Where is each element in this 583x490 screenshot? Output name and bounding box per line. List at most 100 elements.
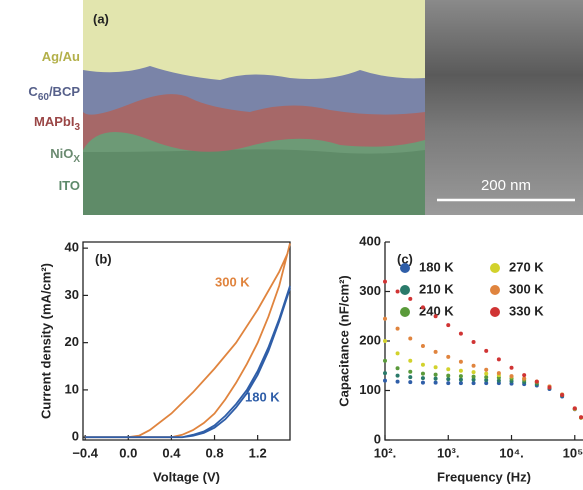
panel-label: (b) [95,251,112,266]
point [446,367,451,372]
point [458,368,463,373]
legend-marker [490,285,500,295]
legend-label: 240 K [419,303,454,318]
point [484,371,489,376]
point [408,336,413,341]
y-axis-label: Current density (mA/cm²) [38,263,53,419]
y-tick-label: 400 [359,233,381,248]
point [496,371,501,376]
point [484,375,489,380]
layer-label: C60/BCP [28,84,80,102]
point [408,380,413,385]
point [395,351,400,356]
point [547,385,552,390]
x-tick-label: 10⁴. [499,445,524,460]
point [458,381,463,386]
point [446,377,451,382]
point [420,305,425,310]
point [383,371,387,376]
y-tick-label: 300 [359,283,381,298]
point [433,314,438,319]
point [496,378,501,383]
x-tick-label: 10³. [437,445,459,460]
point [560,392,565,397]
point [458,331,463,336]
layer-label: NiOX [50,146,80,164]
series-label: 180 K [245,389,280,404]
point [383,316,387,321]
point [522,376,527,381]
point [420,371,425,376]
legend-label: 300 K [509,281,544,296]
point [433,372,438,377]
point [383,279,387,284]
point [471,363,476,368]
legend-label: 180 K [419,259,454,274]
point [383,339,387,343]
legend-marker [490,307,500,317]
panel-label: (a) [93,11,109,26]
y-tick-label: 20 [65,334,79,349]
axis-frame [82,241,291,441]
y-axis-label: Capacitance (nF/cm²) [336,275,351,406]
layer-subscript: 60 [38,92,50,103]
point [383,378,387,383]
y-tick-label: 200 [359,332,381,347]
x-tick-label: 10². [374,445,396,460]
point [420,380,425,385]
layer-rest: /BCP [49,84,80,99]
point [446,354,451,359]
point [395,289,400,294]
layer-label: MAPbI3 [34,114,80,132]
legend-label: 270 K [509,259,544,274]
point [446,373,451,378]
point [433,380,438,385]
legend-marker [490,263,500,273]
y-tick-label: 10 [65,381,79,396]
point [408,358,413,363]
series-label: 300 K [215,274,250,289]
x-tick-label: 10⁵. [563,445,583,460]
point [395,373,400,378]
axis-frame [384,242,583,441]
point [484,378,489,383]
layer-label: Ag/Au [42,49,80,64]
x-tick-label: −0.4 [72,445,98,460]
point [471,377,476,382]
point [496,357,501,362]
layer-name: MAPbI [34,114,74,129]
y-tick-label: 0 [72,429,79,444]
point [471,370,476,375]
point [522,373,527,378]
legend-marker [400,285,410,295]
sem-image [83,0,583,215]
point [579,415,583,420]
layer-name: Ag/Au [42,49,80,64]
panel-label: (c) [397,251,413,266]
layer-name: ITO [59,178,80,193]
legend-marker [400,263,410,273]
point [433,349,438,354]
point [395,326,400,331]
y-tick-label: 100 [359,382,381,397]
y-tick-label: 40 [65,240,79,255]
point [484,348,489,353]
layer-name: NiO [50,146,73,161]
point [433,365,438,370]
point [446,323,451,328]
y-tick-label: 0 [374,431,381,446]
curve [85,285,291,439]
point [509,374,514,379]
point [572,406,577,411]
point [471,339,476,344]
x-tick-label: 0.4 [162,445,181,460]
point [458,359,463,364]
scale-bar-label: 200 nm [481,177,531,194]
point [471,381,476,386]
point [433,376,438,381]
curve [85,243,291,439]
point [408,369,413,374]
layer-subscript: 3 [74,122,80,133]
y-tick-label: 30 [65,287,79,302]
